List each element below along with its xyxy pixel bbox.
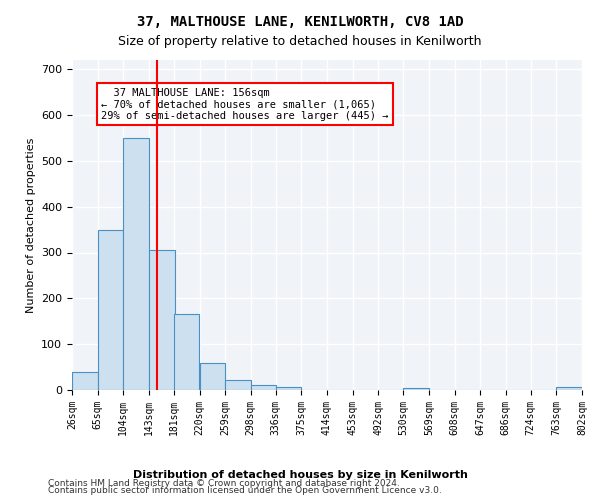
Bar bbox=[174, 314, 199, 390]
Text: 37 MALTHOUSE LANE: 156sqm
← 70% of detached houses are smaller (1,065)
29% of se: 37 MALTHOUSE LANE: 156sqm ← 70% of detac… bbox=[101, 88, 388, 120]
Bar bbox=[556, 387, 582, 390]
Bar bbox=[251, 385, 277, 390]
Bar bbox=[199, 362, 225, 390]
Text: Distribution of detached houses by size in Kenilworth: Distribution of detached houses by size … bbox=[133, 470, 467, 480]
Bar bbox=[149, 250, 175, 390]
Bar bbox=[276, 387, 301, 390]
Bar bbox=[123, 138, 149, 390]
Y-axis label: Number of detached properties: Number of detached properties bbox=[26, 138, 35, 312]
Bar bbox=[72, 372, 98, 390]
Bar bbox=[403, 388, 429, 390]
Text: Contains public sector information licensed under the Open Government Licence v3: Contains public sector information licen… bbox=[48, 486, 442, 495]
Text: Size of property relative to detached houses in Kenilworth: Size of property relative to detached ho… bbox=[118, 35, 482, 48]
Bar bbox=[225, 380, 251, 390]
Text: Contains HM Land Registry data © Crown copyright and database right 2024.: Contains HM Land Registry data © Crown c… bbox=[48, 478, 400, 488]
Text: 37, MALTHOUSE LANE, KENILWORTH, CV8 1AD: 37, MALTHOUSE LANE, KENILWORTH, CV8 1AD bbox=[137, 15, 463, 29]
Bar bbox=[98, 230, 123, 390]
